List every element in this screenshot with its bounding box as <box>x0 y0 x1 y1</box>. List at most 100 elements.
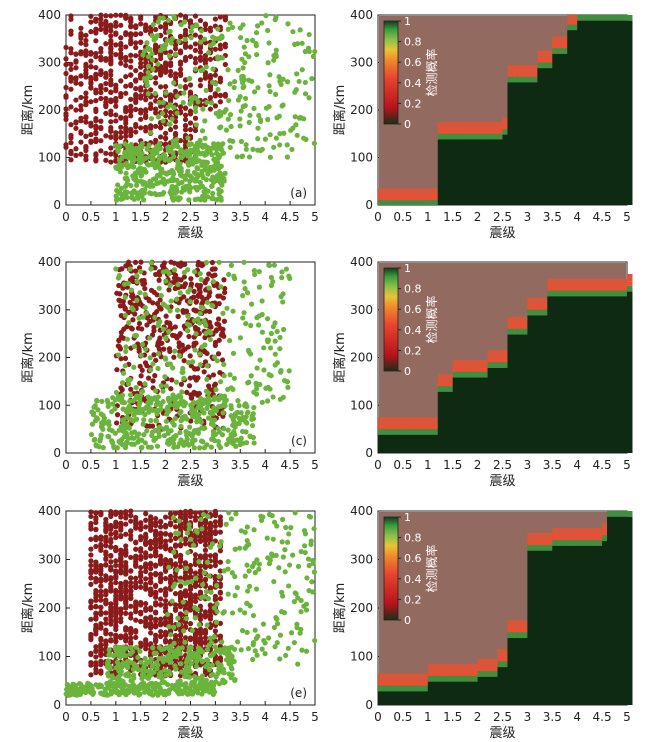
scatter-point <box>181 628 187 634</box>
scatter-point <box>197 351 203 357</box>
x-tick-label: 0 <box>62 210 70 224</box>
scatter-point <box>167 92 174 98</box>
scatter-point <box>212 437 218 444</box>
scatter-point <box>133 40 139 46</box>
scatter-point <box>280 516 286 523</box>
scatter-point <box>250 612 257 619</box>
scatter-point <box>148 87 154 93</box>
scatter-point <box>103 150 109 156</box>
scatter-point <box>271 144 277 150</box>
scatter-point <box>206 50 212 56</box>
scatter-point <box>197 54 204 60</box>
scatter-point <box>197 310 203 317</box>
scatter-point <box>171 80 177 86</box>
scatter-point <box>103 157 109 163</box>
scatter-point <box>163 66 169 72</box>
heatmap-cell <box>442 374 449 382</box>
scatter-point <box>93 64 99 71</box>
scatter-point <box>192 184 198 191</box>
scatter-point <box>209 79 216 86</box>
scatter-point <box>156 346 162 352</box>
scatter-point <box>163 531 169 537</box>
scatter-point <box>158 406 164 412</box>
scatter-point <box>128 628 134 634</box>
scatter-point <box>128 64 134 70</box>
scatter-point <box>103 588 109 594</box>
y-tick-label: 400 <box>38 8 61 22</box>
scatter-point <box>103 543 109 549</box>
scatter-point <box>231 84 237 91</box>
scatter-point <box>245 409 251 415</box>
scatter-point <box>147 423 153 429</box>
scatter-point <box>149 32 155 39</box>
scatter-point <box>98 46 104 52</box>
heatmap-cell <box>447 374 454 382</box>
scatter-point <box>123 125 129 131</box>
scatter-point <box>114 367 120 373</box>
heatmap-cell <box>577 285 583 291</box>
scatter-point <box>118 12 124 18</box>
scatter-point <box>143 642 149 648</box>
scatter-point <box>197 17 204 24</box>
scatter-point <box>115 275 122 281</box>
scatter-point <box>68 46 74 52</box>
scatter-point <box>158 47 164 54</box>
scatter-point <box>138 643 144 649</box>
scatter-point <box>197 563 204 569</box>
heatmap-cell <box>482 371 489 378</box>
scatter-point <box>118 580 124 587</box>
scatter-point <box>273 14 279 20</box>
scatter-point <box>136 320 143 327</box>
scatter-point <box>172 602 179 608</box>
scatter-point <box>250 146 256 152</box>
scatter-point <box>216 404 222 410</box>
scatter-point <box>115 166 121 172</box>
scatter-point <box>193 308 199 314</box>
x-axis-label: 震级 <box>489 474 515 489</box>
scatter-point <box>143 107 149 113</box>
scatter-point <box>207 520 214 526</box>
scatter-point <box>133 106 139 113</box>
scatter-point <box>158 544 164 550</box>
heatmap-cell <box>378 424 384 430</box>
heatmap-cell <box>587 15 593 21</box>
heatmap-cell <box>572 30 578 206</box>
heatmap-cell <box>557 43 563 49</box>
heatmap-cell <box>392 188 399 196</box>
scatter-point <box>182 635 189 641</box>
scatter-point <box>128 603 134 609</box>
scatter-point <box>210 190 216 197</box>
scatter-point <box>138 56 144 62</box>
scatter-point <box>153 589 159 595</box>
scatter-point <box>177 72 184 78</box>
scatter-point <box>244 524 250 530</box>
heatmap-cell <box>502 368 508 453</box>
x-tick-label: 1.5 <box>443 210 462 224</box>
scatter-point <box>192 592 199 598</box>
scatter-point <box>157 15 163 21</box>
scatter-point <box>178 154 184 160</box>
scatter-point <box>212 381 219 387</box>
scatter-point <box>171 624 177 630</box>
scatter-point <box>268 274 274 281</box>
heatmap-cell <box>457 121 464 129</box>
scatter-point <box>192 108 199 115</box>
scatter-point <box>242 573 248 579</box>
scatter-point <box>222 403 228 409</box>
scatter-point <box>160 301 166 307</box>
scatter-point <box>98 118 104 124</box>
scatter-point <box>187 178 193 184</box>
scatter-point <box>172 524 179 530</box>
scatter-point <box>138 259 144 265</box>
heatmap-cell <box>492 357 499 363</box>
heatmap-cell <box>497 129 503 134</box>
y-tick-label: 100 <box>38 398 61 412</box>
scatter-point <box>197 589 204 595</box>
colorbar-tick-label: 0.2 <box>404 97 422 110</box>
heatmap-cell <box>472 139 479 205</box>
scatter-point <box>163 334 169 341</box>
heatmap-cell <box>412 429 419 435</box>
scatter-point <box>148 367 154 373</box>
scatter-point <box>156 285 162 291</box>
scatter-point <box>148 260 154 266</box>
